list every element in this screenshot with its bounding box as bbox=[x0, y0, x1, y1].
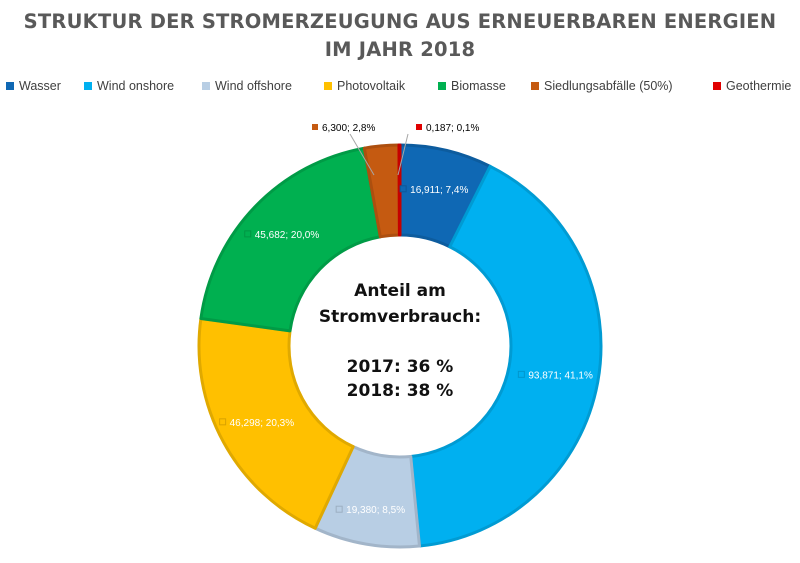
legend-label: Biomasse bbox=[451, 79, 506, 93]
center-text-line3: 2017: 36 % bbox=[347, 357, 454, 377]
legend-swatch bbox=[438, 82, 446, 90]
data-label-biomasse: 45,682; 20,0% bbox=[244, 230, 320, 241]
legend-item-photovoltaik: Photovoltaik bbox=[324, 79, 405, 93]
legend-swatch bbox=[713, 82, 721, 90]
data-label-photovoltaik: 46,298; 20,3% bbox=[219, 418, 295, 429]
legend-swatch bbox=[202, 82, 210, 90]
legend-label: Wind offshore bbox=[215, 79, 292, 93]
data-label-geothermie: 0,187; 0,1% bbox=[397, 123, 479, 176]
legend-swatch bbox=[531, 82, 539, 90]
data-label-text: 93,871; 41,1% bbox=[528, 370, 593, 381]
data-label-siedlungsabf-lle-50: 6,300; 2,8% bbox=[312, 123, 375, 176]
data-label-swatch bbox=[219, 418, 227, 426]
legend-item-wind-onshore: Wind onshore bbox=[84, 79, 174, 93]
data-label-swatch bbox=[244, 230, 252, 238]
data-label-text: 46,298; 20,3% bbox=[230, 418, 295, 429]
chart-title-line1: STRUKTUR DER STROMERZEUGUNG AUS ERNEUERB… bbox=[23, 10, 777, 33]
data-label-wind-onshore: 93,871; 41,1% bbox=[517, 370, 593, 381]
center-text-line4: 2018: 38 % bbox=[347, 381, 454, 401]
data-label-text: 6,300; 2,8% bbox=[322, 123, 375, 134]
legend-label: Siedlungsabfälle (50%) bbox=[544, 79, 673, 93]
slice-photovoltaik bbox=[197, 317, 355, 530]
legend-swatch bbox=[84, 82, 92, 90]
legend-label: Wind onshore bbox=[97, 79, 175, 93]
legend-label: Photovoltaik bbox=[337, 79, 406, 93]
data-label-text: 45,682; 20,0% bbox=[255, 230, 320, 241]
data-label-swatch bbox=[517, 370, 525, 378]
data-label-text: 19,380; 8,5% bbox=[346, 505, 405, 516]
center-text-line1: Anteil am bbox=[354, 281, 446, 301]
chart-legend: Wasser Wind onshore Wind offshore Photovolt… bbox=[6, 79, 800, 97]
center-text-line2: Stromverbrauch: bbox=[319, 307, 481, 327]
data-label-text: 16,911; 7,4% bbox=[410, 185, 468, 196]
chart-title-line2: IM JAHR 2018 bbox=[324, 38, 476, 61]
legend-item-geothermie: Geothermie bbox=[713, 79, 791, 93]
leader-line bbox=[397, 133, 409, 176]
data-label-swatch bbox=[312, 124, 318, 130]
legend-item-wasser: Wasser bbox=[6, 79, 61, 93]
legend-swatch bbox=[6, 82, 14, 90]
legend-item-siedlungsabf-lle-50: Siedlungsabfälle (50%) bbox=[531, 79, 673, 93]
leader-line bbox=[349, 133, 375, 176]
legend-item-wind-offshore: Wind offshore bbox=[202, 79, 292, 93]
data-label-text: 0,187; 0,1% bbox=[426, 123, 479, 134]
data-label-swatch bbox=[416, 124, 422, 130]
legend-swatch bbox=[324, 82, 332, 90]
legend-label: Geothermie bbox=[726, 79, 792, 93]
legend-item-biomasse: Biomasse bbox=[438, 79, 506, 93]
data-label-swatch bbox=[335, 505, 343, 513]
data-label-wind-offshore: 19,380; 8,5% bbox=[335, 505, 405, 516]
legend-label: Wasser bbox=[19, 79, 61, 93]
slice-wind-onshore bbox=[409, 164, 603, 548]
data-label-swatch bbox=[399, 185, 407, 193]
slice-biomasse bbox=[199, 146, 382, 333]
data-label-wasser: 16,911; 7,4% bbox=[399, 185, 468, 196]
